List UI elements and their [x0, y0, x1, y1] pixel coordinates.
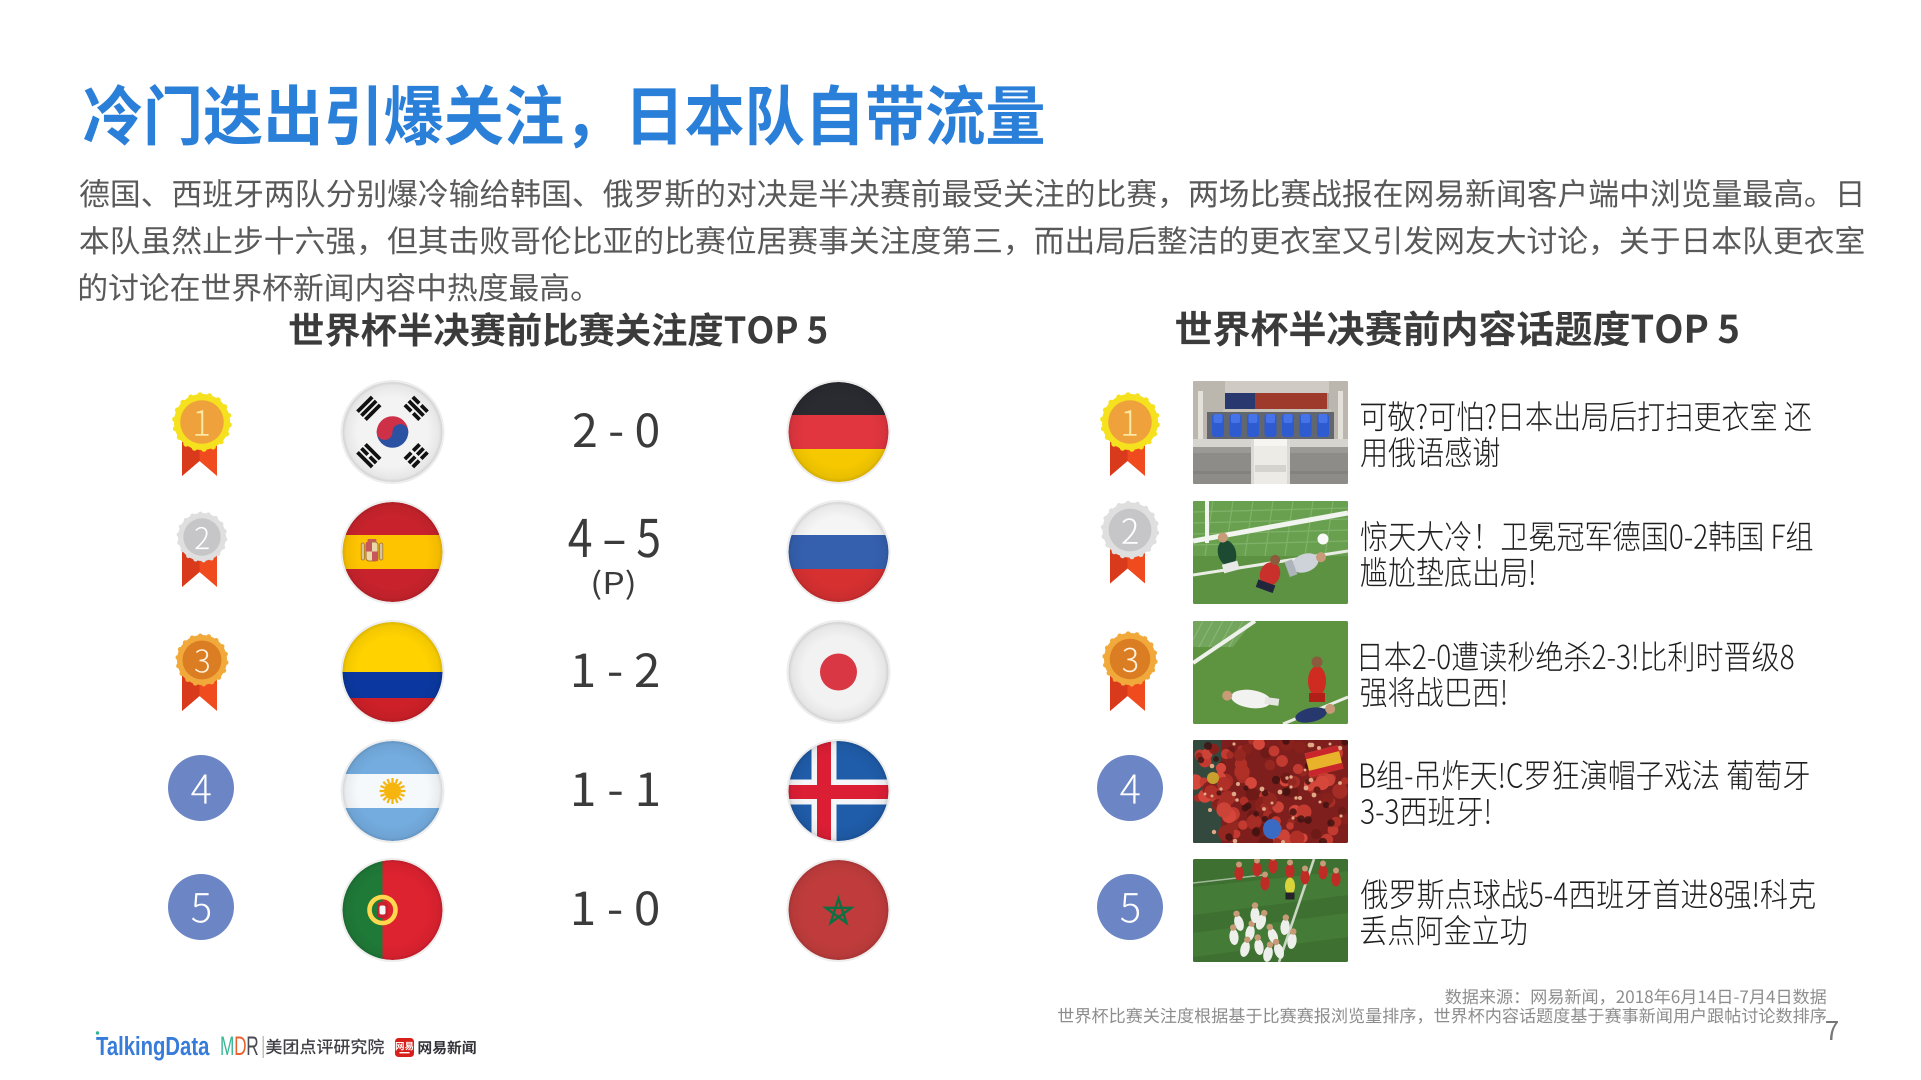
svg-text:R: R [246, 1030, 258, 1061]
svg-text:M: M [220, 1030, 234, 1061]
svg-text:TalkingData: TalkingData [96, 1032, 210, 1061]
svg-text:D: D [234, 1030, 246, 1061]
